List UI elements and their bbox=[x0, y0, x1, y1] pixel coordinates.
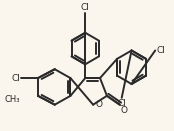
Text: Cl: Cl bbox=[117, 99, 126, 108]
Text: Cl: Cl bbox=[81, 3, 90, 12]
Text: Cl: Cl bbox=[11, 74, 20, 83]
Text: O: O bbox=[95, 100, 102, 109]
Text: Cl: Cl bbox=[156, 46, 165, 55]
Text: O: O bbox=[121, 106, 128, 115]
Text: CH₃: CH₃ bbox=[5, 95, 20, 104]
